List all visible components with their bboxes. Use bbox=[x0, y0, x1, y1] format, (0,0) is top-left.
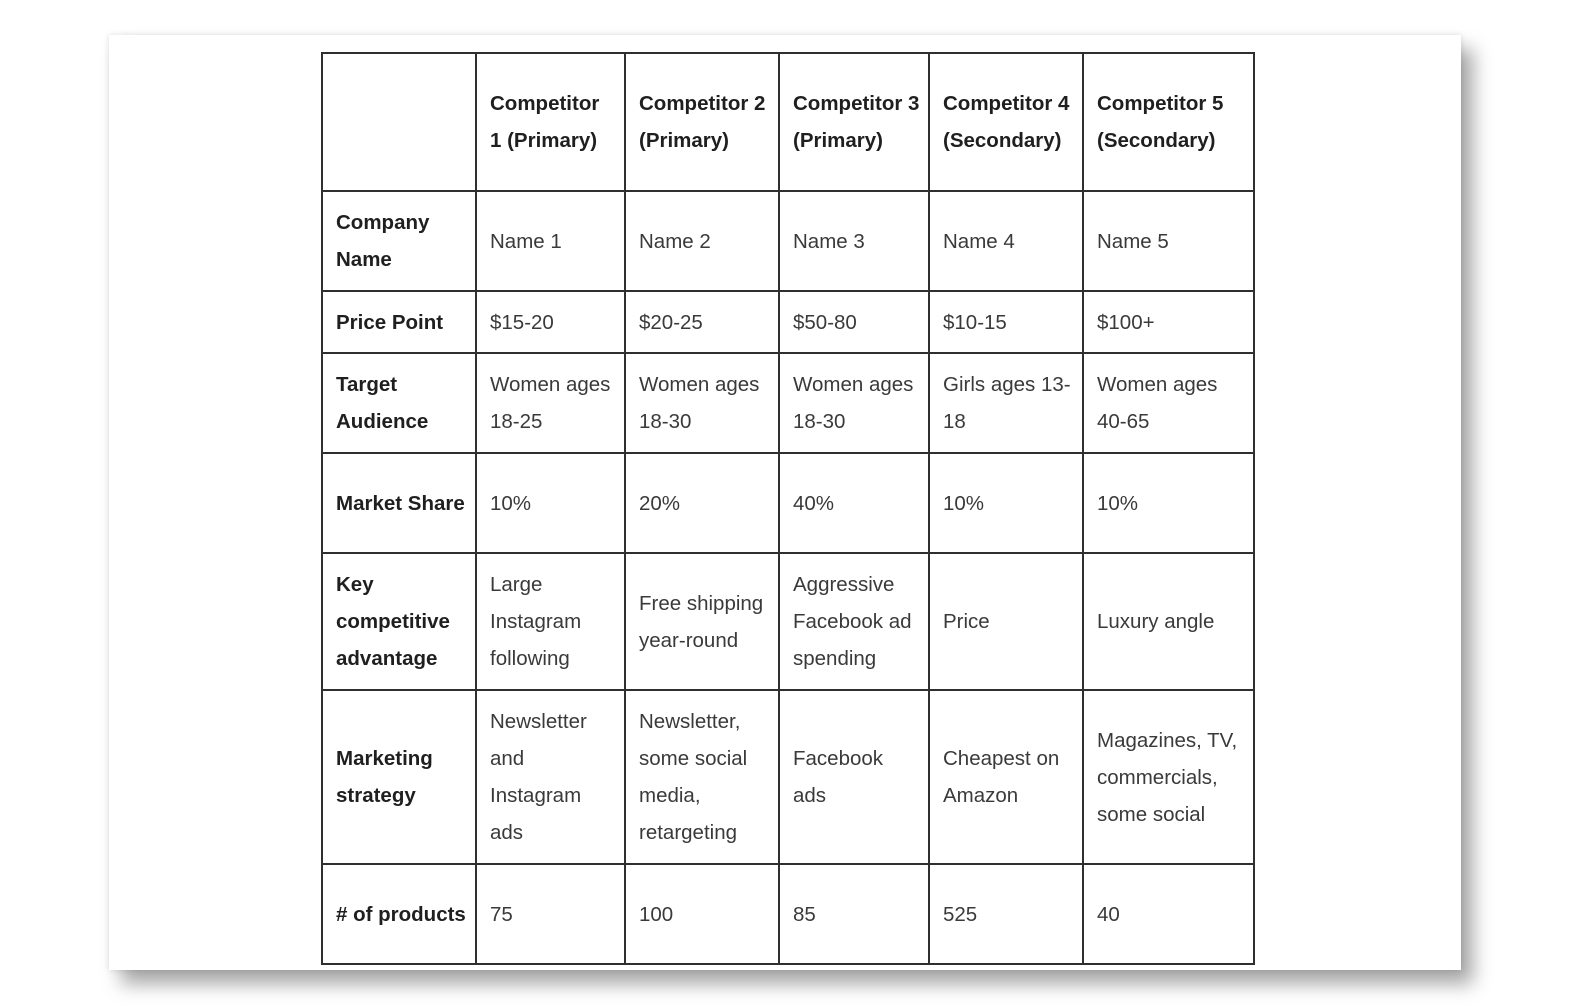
table-row-market-share: Market Share 10% 20% 40% 10% 10% bbox=[321, 452, 1255, 554]
table-cell: Name 1 bbox=[475, 190, 626, 292]
table-row-key-competitive-advantage: Key competitive advantage Large Instagra… bbox=[321, 552, 1255, 691]
row-label: Marketing strategy bbox=[321, 689, 477, 865]
table-cell: $20-25 bbox=[624, 290, 780, 354]
table-row-company-name: Company Name Name 1 Name 2 Name 3 Name 4… bbox=[321, 190, 1255, 292]
table-cell: Newsletter, some social media, retargeti… bbox=[624, 689, 780, 865]
row-label: Market Share bbox=[321, 452, 477, 554]
header-competitor-2: Competitor 2 (Primary) bbox=[624, 52, 780, 192]
table-cell: 75 bbox=[475, 863, 626, 965]
document-card: Competitor 1 (Primary) Competitor 2 (Pri… bbox=[109, 35, 1461, 970]
row-label: Company Name bbox=[321, 190, 477, 292]
header-row: Competitor 1 (Primary) Competitor 2 (Pri… bbox=[321, 52, 1255, 192]
table-cell: 525 bbox=[928, 863, 1084, 965]
table-cell: Name 3 bbox=[778, 190, 930, 292]
table-cell: Facebook ads bbox=[778, 689, 930, 865]
table-cell: $15-20 bbox=[475, 290, 626, 354]
header-competitor-1: Competitor 1 (Primary) bbox=[475, 52, 626, 192]
header-competitor-5: Competitor 5 (Secondary) bbox=[1082, 52, 1255, 192]
table-cell: Girls ages 13-18 bbox=[928, 352, 1084, 454]
row-label: Key competitive advantage bbox=[321, 552, 477, 691]
table-cell: 10% bbox=[1082, 452, 1255, 554]
table-cell: Name 4 bbox=[928, 190, 1084, 292]
header-competitor-3: Competitor 3 (Primary) bbox=[778, 52, 930, 192]
row-label: Price Point bbox=[321, 290, 477, 354]
table-cell: $100+ bbox=[1082, 290, 1255, 354]
row-label: # of products bbox=[321, 863, 477, 965]
table-row-price-point: Price Point $15-20 $20-25 $50-80 $10-15 … bbox=[321, 290, 1255, 354]
table-cell: 100 bbox=[624, 863, 780, 965]
table-cell: Magazines, TV, commercials, some social bbox=[1082, 689, 1255, 865]
row-label: Target Audience bbox=[321, 352, 477, 454]
table-cell: Free shipping year-round bbox=[624, 552, 780, 691]
table-cell: Aggressive Facebook ad spending bbox=[778, 552, 930, 691]
table-cell: Women ages 18-30 bbox=[778, 352, 930, 454]
table-cell: Large Instagram following bbox=[475, 552, 626, 691]
table-cell: 40% bbox=[778, 452, 930, 554]
header-competitor-4: Competitor 4 (Secondary) bbox=[928, 52, 1084, 192]
table-row-marketing-strategy: Marketing strategy Newsletter and Instag… bbox=[321, 689, 1255, 865]
table-row-target-audience: Target Audience Women ages 18-25 Women a… bbox=[321, 352, 1255, 454]
table-cell: 10% bbox=[475, 452, 626, 554]
table-cell: Luxury angle bbox=[1082, 552, 1255, 691]
table-cell: 40 bbox=[1082, 863, 1255, 965]
table-cell: $10-15 bbox=[928, 290, 1084, 354]
table-cell: 85 bbox=[778, 863, 930, 965]
table-cell: Name 2 bbox=[624, 190, 780, 292]
table-cell: Women ages 18-30 bbox=[624, 352, 780, 454]
header-corner-cell bbox=[321, 52, 477, 192]
competitor-comparison-table: Competitor 1 (Primary) Competitor 2 (Pri… bbox=[321, 52, 1255, 965]
table-cell: 10% bbox=[928, 452, 1084, 554]
table-row-number-of-products: # of products 75 100 85 525 40 bbox=[321, 863, 1255, 965]
table-cell: $50-80 bbox=[778, 290, 930, 354]
table-cell: Newsletter and Instagram ads bbox=[475, 689, 626, 865]
table-cell: Price bbox=[928, 552, 1084, 691]
table-cell: Name 5 bbox=[1082, 190, 1255, 292]
table-cell: Women ages 40-65 bbox=[1082, 352, 1255, 454]
table-cell: 20% bbox=[624, 452, 780, 554]
table-cell: Women ages 18-25 bbox=[475, 352, 626, 454]
table-cell: Cheapest on Amazon bbox=[928, 689, 1084, 865]
